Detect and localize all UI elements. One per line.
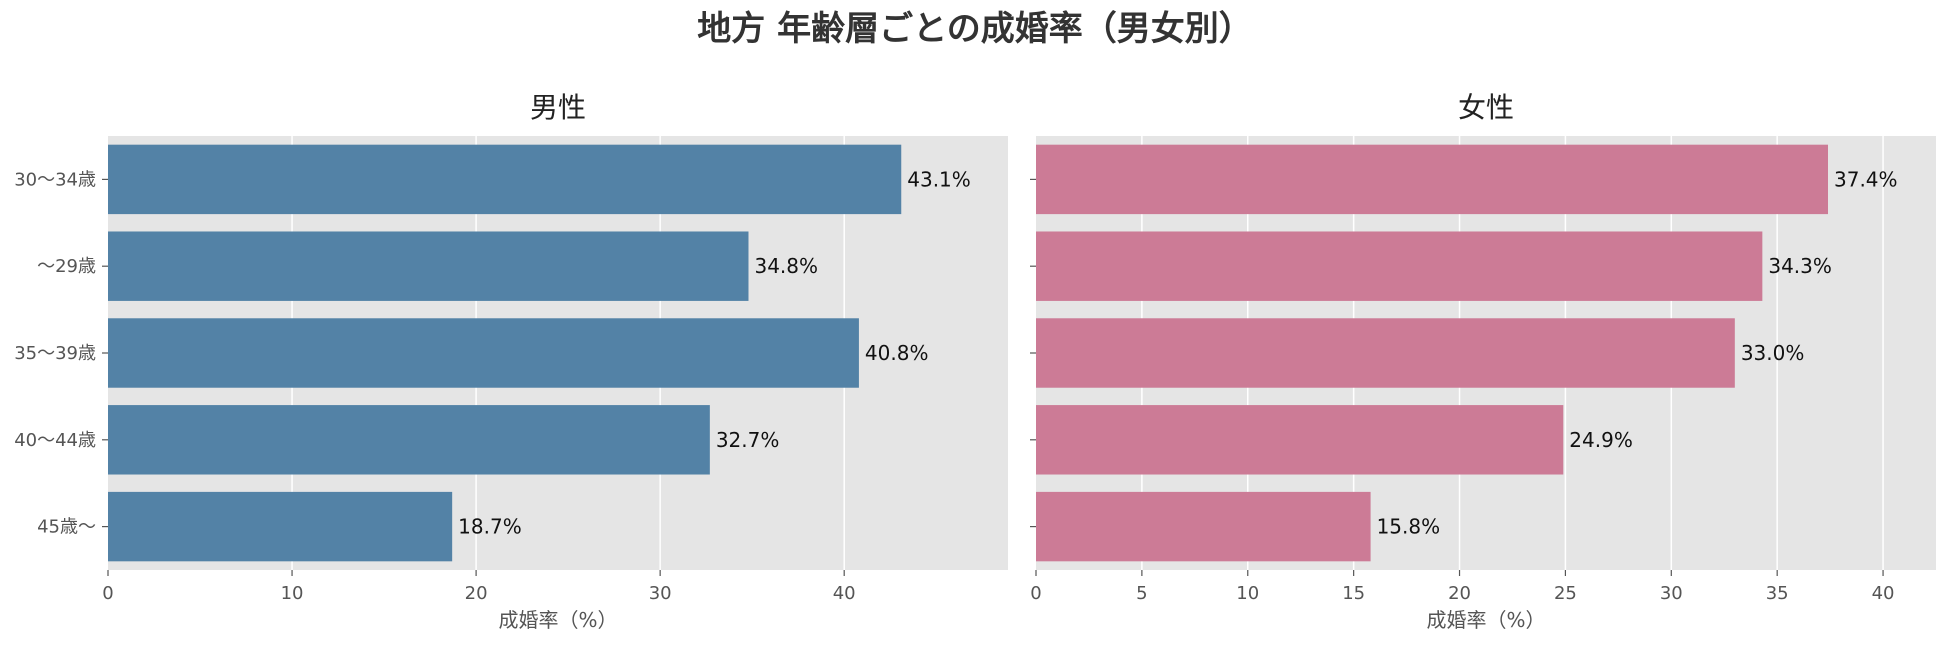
x-tick-label-female-2: 10 xyxy=(1236,583,1259,604)
panel-female: 女性 0 5 10 15 20 25 30 35 40 37.4% 34.3% 33.0% 24.9% 1… xyxy=(1030,91,1936,632)
data-label-female-2: 33.0% xyxy=(1741,341,1805,365)
panel-title-male: 男性 xyxy=(530,91,586,124)
x-axis-label-male: 成婚率（%） xyxy=(498,608,617,632)
data-label-male-0: 43.1% xyxy=(907,167,971,191)
y-tick-label-0: 30〜34歳 xyxy=(14,169,96,190)
x-tick-label-male-1: 10 xyxy=(281,583,304,604)
data-label-female-3: 24.9% xyxy=(1569,428,1633,452)
bar-male-4 xyxy=(108,491,453,562)
bar-female-2 xyxy=(1036,318,1735,388)
bar-female-1 xyxy=(1036,231,1763,301)
x-axis-label-female: 成婚率（%） xyxy=(1426,608,1545,632)
bar-male-2 xyxy=(108,318,859,388)
data-label-female-0: 37.4% xyxy=(1834,167,1898,191)
y-tick-label-2: 35〜39歳 xyxy=(14,343,96,364)
bar-female-3 xyxy=(1036,405,1564,475)
x-tick-label-female-7: 35 xyxy=(1766,583,1789,604)
chart-title: 地方 年齢層ごとの成婚率（男女別） xyxy=(697,9,1253,49)
panel-title-female: 女性 xyxy=(1458,91,1514,124)
x-tick-label-male-0: 0 xyxy=(102,583,113,604)
x-tick-label-male-4: 40 xyxy=(833,583,856,604)
x-tick-label-female-4: 20 xyxy=(1448,583,1471,604)
plot-area-female: 0 5 10 15 20 25 30 35 40 37.4% 34.3% 33.0% 24.9% 15.8… xyxy=(1030,136,1936,604)
panel-male: 男性 0 10 20 30 40 43.1% 30〜34歳 34.8% 〜29歳 40.8% 35〜… xyxy=(14,91,1008,632)
y-tick-label-3: 40〜44歳 xyxy=(14,430,96,451)
x-tick-label-female-6: 30 xyxy=(1660,583,1683,604)
plot-area-male: 0 10 20 30 40 43.1% 30〜34歳 34.8% 〜29歳 40.8% 35〜39歳… xyxy=(14,136,1008,604)
bar-male-0 xyxy=(108,144,902,215)
x-tick-label-male-3: 30 xyxy=(649,583,672,604)
bar-male-1 xyxy=(108,231,749,301)
data-label-male-2: 40.8% xyxy=(865,341,929,365)
bar-female-0 xyxy=(1036,144,1828,215)
data-label-female-4: 15.8% xyxy=(1377,515,1441,539)
x-tick-label-female-5: 25 xyxy=(1554,583,1577,604)
data-label-male-1: 34.8% xyxy=(754,254,818,278)
y-tick-label-1: 〜29歳 xyxy=(37,256,96,277)
x-tick-label-female-1: 5 xyxy=(1136,583,1147,604)
x-tick-label-female-8: 40 xyxy=(1872,583,1895,604)
data-label-male-3: 32.7% xyxy=(716,428,780,452)
x-tick-label-male-2: 20 xyxy=(465,583,488,604)
data-label-male-4: 18.7% xyxy=(458,515,522,539)
y-tick-label-4: 45歳〜 xyxy=(37,517,96,538)
bar-female-4 xyxy=(1036,491,1371,562)
x-tick-label-female-3: 15 xyxy=(1342,583,1365,604)
data-label-female-1: 34.3% xyxy=(1768,254,1832,278)
x-tick-label-female-0: 0 xyxy=(1030,583,1041,604)
bar-male-3 xyxy=(108,405,710,475)
